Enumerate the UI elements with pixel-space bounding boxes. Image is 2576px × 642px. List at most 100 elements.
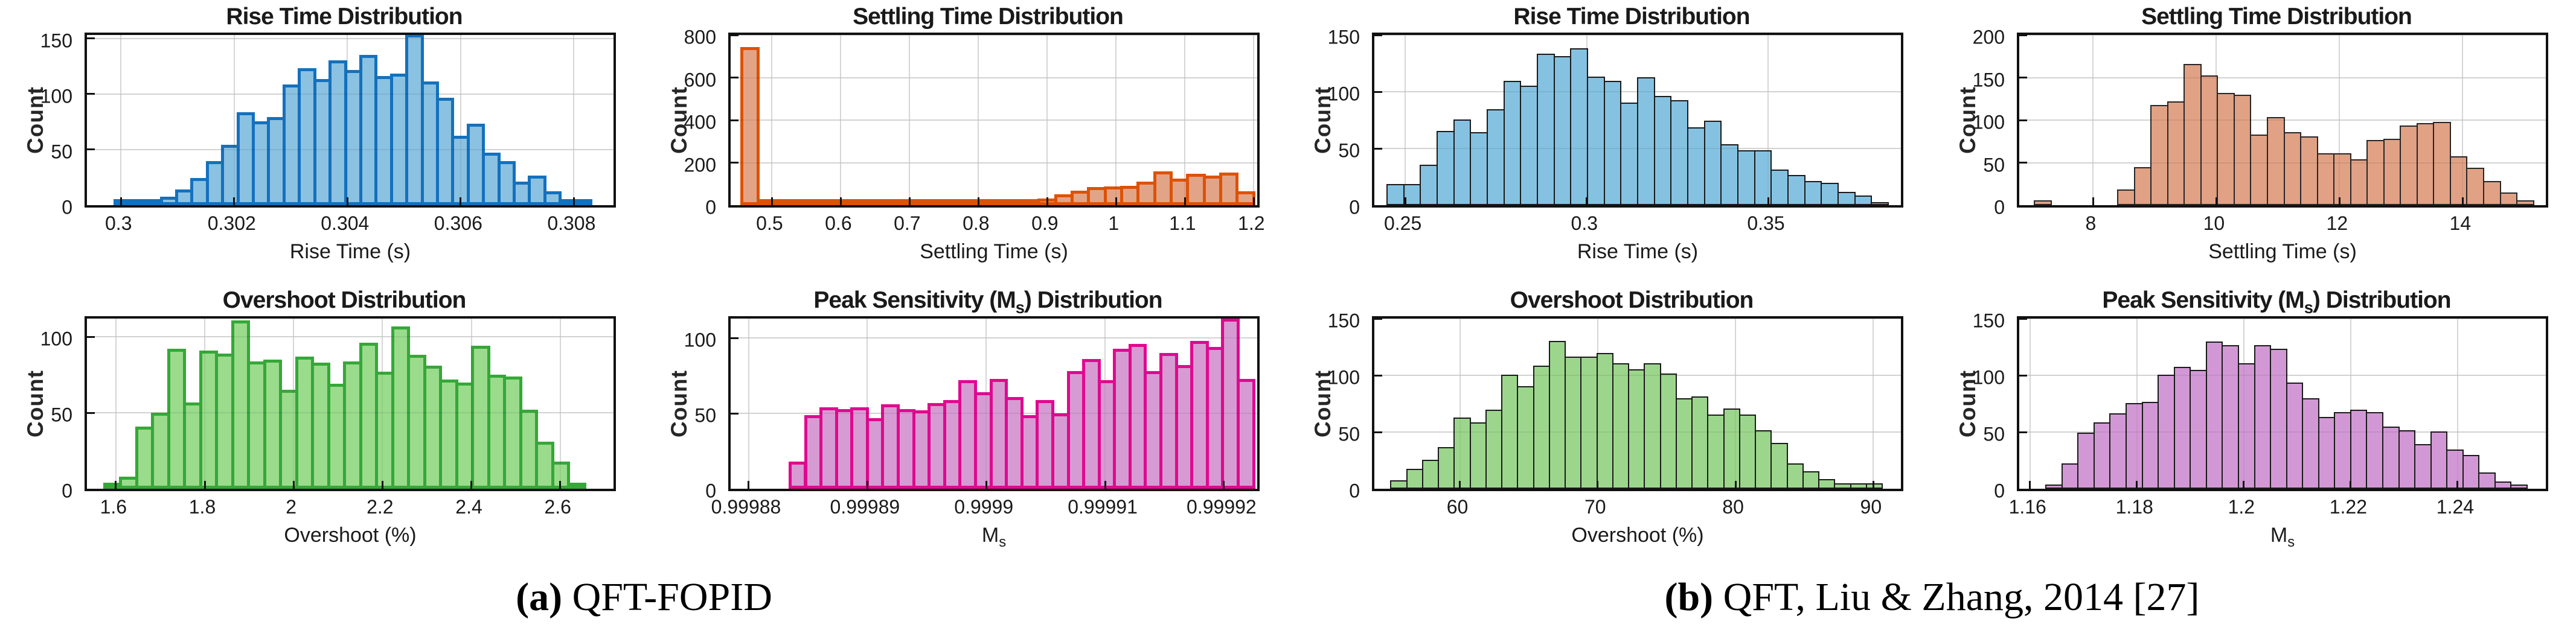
x-tick-label: 0.8 [963,212,990,234]
plot-area [1372,316,1903,491]
chart-title: Settling Time Distribution [853,4,1124,30]
gridline-overlay [771,35,773,205]
x-tick-mark [1404,197,1406,205]
x-tick-label: 1.24 [2436,496,2475,518]
gridline-overlay [204,319,205,489]
histogram-bar [2200,75,2219,205]
y-tick-mark [1374,374,1382,377]
histogram-bar [1603,81,1622,205]
caption-a: (a) QFT-FOPID [0,574,1288,620]
gridline-overlay [1253,35,1255,205]
gridline-overlay [1873,319,1874,489]
histogram-bar [1170,178,1190,205]
caption-a-prefix: (a) [516,575,563,619]
histogram-bar [2430,431,2448,489]
y-tick-mark [2019,77,2027,78]
gridline-overlay [1597,319,1598,489]
y-tick-label: 0 [62,196,72,218]
histogram-bar [1802,471,1820,489]
x-tick-mark [2092,197,2094,205]
x-tick-mark [908,197,911,205]
histogram-bar [1453,119,1472,205]
x-tick-label: 0.306 [434,212,482,234]
gridline-overlay [840,35,842,205]
x-axis-label: Rise Time (s) [1577,240,1699,263]
histogram-bar [2333,153,2351,205]
x-tick-label: 1.6 [100,496,127,518]
histogram-bar [2482,180,2501,205]
histogram-bar [1620,102,1638,205]
histogram-bar [2383,139,2401,205]
histogram-bar [1570,48,1588,205]
x-tick-label: 1.1 [1169,212,1196,234]
gridline [867,319,868,489]
y-tick-mark [2019,35,2027,36]
x-tick-label: 0.99988 [711,496,781,518]
x-tick-mark [203,481,206,489]
x-tick-labels: 0.3 0.302 0.304 0.306 0.308 [85,212,616,238]
histogram-bar [2462,455,2480,489]
histogram-bar [2350,159,2368,205]
histogram-bar [2250,135,2268,205]
y-tick-label: 100 [40,328,72,350]
gridline-overlay [1735,319,1737,489]
x-tick-label: 0.99991 [1068,496,1138,518]
chart-title: Peak Sensitivity (Ms) Distribution [2102,287,2451,317]
histogram-bar [1136,182,1156,205]
y-tick-label: 100 [1327,366,1360,389]
x-tick-mark [1104,481,1106,489]
histogram-bar [1691,396,1709,489]
x-tick-label: 0.25 [1383,212,1422,234]
histogram-bar [1754,150,1772,205]
x-tick-mark [2350,481,2352,489]
gridline [1459,319,1461,489]
gridline-overlay [2019,431,2546,433]
gridline-overlay [293,319,295,489]
histogram-bar [1818,478,1836,489]
x-tick-mark [2243,481,2245,489]
histogram-bar [1787,175,1805,205]
x-tick-label: 60 [1446,496,1469,518]
histogram-bar [2283,132,2302,205]
y-tick-labels: 0 50 100 150 [1287,310,1365,502]
chart-title: Overshoot Distribution [1510,287,1754,313]
y-tick-mark [2019,431,2027,433]
gridline-overlay [1405,35,1406,205]
histogram-bar [151,413,170,489]
histogram-bar [2093,422,2111,489]
x-tick-mark [866,481,868,489]
histogram-bar [1520,85,1538,205]
gridline [1873,319,1874,489]
x-tick-label: 2.4 [455,496,482,518]
histogram-bar [2366,139,2385,205]
x-tick-mark [1459,481,1461,489]
y-tick-label: 100 [1972,366,2005,389]
histogram-bar [1580,356,1598,489]
x-axis-label: Rise Time (s) [289,240,411,263]
histogram-bar [1770,169,1789,205]
y-tick-labels: 0 50 100 150 [1932,310,2010,502]
histogram-bar [1406,469,1423,489]
gridline-overlay [347,35,348,205]
histogram-bar [2398,430,2416,489]
y-tick-label: 150 [1327,310,1360,332]
histogram-bar [958,380,977,489]
x-tick-mark [839,197,842,205]
x-tick-label: 1.2 [2228,496,2255,518]
y-tick-label: 0 [705,196,716,218]
gridline-overlay [2019,77,2546,78]
histogram-bar [2466,168,2484,205]
gridline-overlay [87,93,614,95]
histogram-bar [1865,483,1883,489]
y-tick-mark [1374,147,1382,150]
gridline [731,77,1257,78]
histogram-bar [2400,125,2418,205]
histogram-bar [1850,483,1867,489]
y-tick-label: 100 [1327,83,1360,105]
histogram-bar [2184,64,2202,205]
histogram-bar [435,98,455,205]
x-tick-mark [1115,197,1117,205]
histogram-bar [1386,184,1405,205]
plot-area [1372,33,1903,208]
histogram-bar [1587,76,1605,205]
